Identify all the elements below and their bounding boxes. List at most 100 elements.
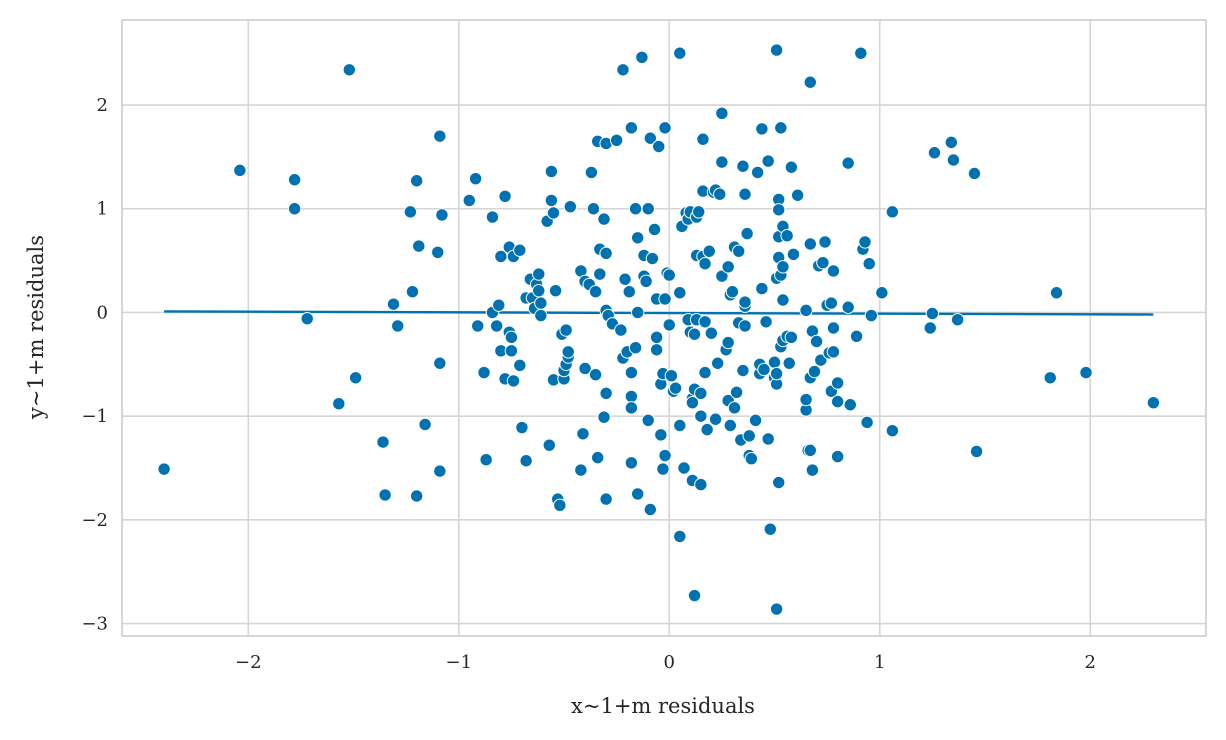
scatter-point: [694, 386, 708, 401]
scatter-point: [654, 428, 668, 442]
scatter-point: [391, 319, 405, 333]
scatter-point: [233, 163, 247, 178]
scatter-point: [807, 364, 822, 379]
scatter-point: [599, 492, 613, 506]
scatter-point: [759, 315, 773, 329]
scatter-point: [708, 412, 723, 426]
scatter-point: [927, 146, 942, 160]
scatter-point: [548, 283, 563, 298]
scatter-point: [763, 522, 777, 536]
scatter-point: [542, 438, 556, 452]
scatter-point: [843, 398, 857, 412]
scatter-point: [715, 155, 729, 169]
scatter-point: [698, 257, 712, 271]
scatter-point: [860, 415, 874, 430]
scatter-point: [553, 498, 567, 513]
scatter-point: [433, 356, 447, 370]
scatter-point: [609, 133, 624, 147]
scatter-point: [485, 210, 500, 224]
y-tick-label: 2: [97, 95, 108, 116]
scatter-point: [742, 429, 756, 443]
scatter-point: [738, 319, 752, 333]
scatter-point: [824, 296, 839, 310]
y-tick-labels: −3 −2 −1 0 1 2: [81, 95, 108, 635]
scatter-point: [1049, 286, 1064, 300]
scatter-point: [694, 409, 708, 423]
scatter-point: [740, 226, 754, 241]
scatter-point: [471, 319, 485, 333]
scatter-point: [725, 285, 740, 299]
scatter-point: [498, 189, 512, 203]
scatter-point: [854, 46, 868, 60]
scatter-point: [641, 202, 655, 216]
scatter-point: [630, 231, 645, 245]
scatter-point: [433, 129, 447, 143]
scatter-point: [687, 588, 702, 603]
scatter-point: [723, 418, 738, 433]
scatter-point: [635, 50, 649, 65]
scatter-point: [736, 159, 750, 173]
scatter-point: [755, 122, 769, 136]
scatter-point: [618, 272, 632, 286]
scatter-point: [761, 432, 775, 446]
scatter-point: [658, 448, 672, 463]
scatter-point: [736, 363, 750, 378]
scatter-point: [748, 413, 763, 427]
scatter-point: [721, 335, 735, 350]
scatter-point: [559, 323, 573, 337]
scatter-point: [418, 417, 432, 432]
scatter-point: [782, 356, 796, 370]
scatter-point: [946, 153, 961, 167]
scatter-point: [462, 193, 477, 208]
scatter-point: [925, 306, 940, 321]
scatter-point: [546, 206, 561, 220]
scatter-point: [532, 283, 546, 298]
scatter-point: [386, 297, 401, 311]
scatter-point: [830, 376, 845, 390]
scatter-point: [563, 199, 578, 214]
scatter-point: [729, 385, 744, 399]
scatter-point: [652, 139, 666, 154]
scatter-point: [300, 311, 314, 326]
scatter-point: [727, 401, 742, 415]
scatter-point: [641, 413, 655, 427]
scatter-point: [849, 329, 864, 343]
scatter-point: [403, 205, 418, 219]
y-tick-label: −3: [81, 614, 108, 635]
scatter-point: [1043, 371, 1057, 385]
scatter-point: [515, 420, 529, 435]
scatter-point: [647, 222, 662, 237]
scatter-point: [698, 315, 712, 329]
scatter-point: [574, 463, 588, 477]
scatter-point: [809, 334, 824, 349]
scatter-point: [624, 456, 639, 470]
scatter-point: [702, 244, 716, 258]
scatter-point: [687, 327, 702, 341]
scatter-point: [513, 243, 527, 257]
scatter-point: [639, 274, 653, 289]
scatter-point: [649, 330, 664, 345]
scatter-point: [433, 464, 447, 478]
scatter-point: [378, 488, 392, 502]
scatter-point: [786, 247, 801, 262]
scatter-point: [677, 461, 691, 475]
scatter-point: [816, 255, 830, 270]
scatter-point: [544, 164, 559, 179]
scatter-point: [826, 321, 841, 335]
scatter-point: [544, 193, 559, 208]
scatter-point: [489, 319, 504, 333]
scatter-point: [658, 292, 672, 306]
x-tick-label: 0: [664, 652, 675, 673]
scatter-point: [784, 160, 799, 174]
scatter-point: [599, 386, 613, 401]
scatter-point: [599, 246, 613, 261]
scatter-point: [776, 260, 790, 274]
scatter-point: [721, 260, 735, 274]
scatter-point: [803, 443, 817, 458]
y-tick-label: −2: [81, 510, 108, 531]
scatter-point: [658, 121, 672, 135]
scatter-point: [477, 365, 491, 380]
scatter-point: [662, 318, 676, 332]
scatter-point: [348, 371, 363, 385]
scatter-point: [864, 308, 879, 323]
